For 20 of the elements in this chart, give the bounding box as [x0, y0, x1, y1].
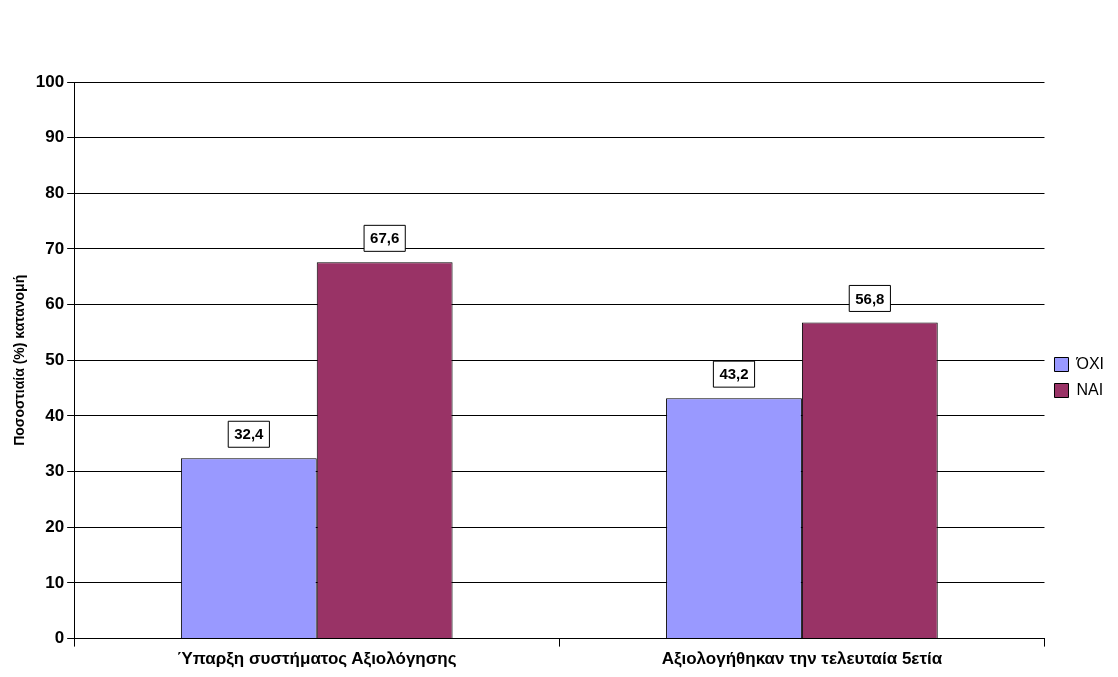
y-tick-label: 30	[45, 461, 65, 481]
y-tick-label: 70	[45, 238, 65, 258]
x-tick-label: Ύπαρξη συστήματος Αξιολόγησης	[176, 649, 457, 669]
y-tick-label: 100	[35, 71, 65, 91]
y-tick-label: 40	[45, 405, 65, 425]
y-tick-label: 80	[45, 183, 65, 203]
legend-label: ΌΧΙ	[1075, 354, 1105, 372]
data-label: 43,2	[719, 365, 749, 383]
y-tick-label: 0	[54, 628, 65, 648]
y-axis-title: Ποσοστιαία (%) κατανομή	[11, 274, 28, 446]
data-label: 32,4	[234, 425, 265, 443]
data-label: 56,8	[855, 289, 885, 307]
y-tick-label: 60	[45, 294, 65, 314]
y-tick-label: 90	[45, 127, 65, 147]
data-label: 67,6	[370, 229, 400, 247]
y-tick-label: 20	[45, 516, 65, 536]
x-tick-label: Αξιολογήθηκαν την τελευταία 5ετία	[661, 649, 943, 669]
legend-label: ΝΑΙ	[1076, 380, 1104, 398]
y-tick-label: 10	[45, 572, 65, 592]
y-tick-label: 50	[45, 349, 65, 369]
